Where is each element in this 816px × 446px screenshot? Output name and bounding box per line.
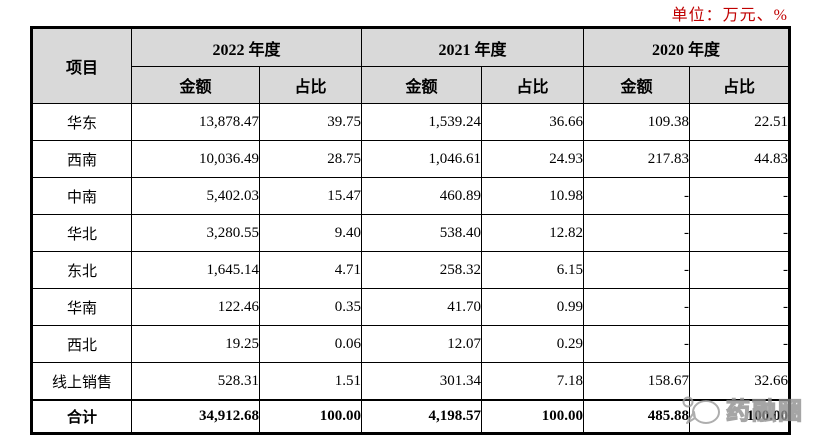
cell-ratio: 10.98	[481, 177, 585, 215]
cell-amount: 41.70	[361, 288, 483, 326]
cell-ratio: 36.66	[481, 103, 585, 141]
cell-amount: -	[583, 288, 691, 326]
cell-ratio: 1.51	[258, 362, 363, 401]
table-row: 西北 19.25 0.06 12.07 0.29- -	[31, 325, 791, 363]
cell-ratio: 32.66	[689, 362, 791, 401]
year-header-2021: 2021 年度	[361, 27, 585, 67]
cell-amount: -	[583, 177, 691, 215]
subheader-2022-amount: 金额	[131, 66, 260, 104]
cell-ratio: 22.51	[689, 103, 791, 141]
cell-amount: 301.34	[361, 362, 483, 401]
cell-amount: 13,878.47	[131, 103, 260, 141]
cell-amount: -	[583, 251, 691, 289]
subheader-2020-amount: 金额	[583, 66, 691, 104]
subheader-2021-ratio: 占比	[481, 66, 585, 104]
cell-ratio: 0.06	[258, 325, 363, 363]
cell-amount: 1,645.14	[131, 251, 260, 289]
cell-amount: 34,912.68	[131, 399, 260, 434]
cell-ratio: -	[689, 214, 791, 252]
subheader-2021-amount: 金额	[361, 66, 483, 104]
row-label: 西北	[31, 325, 132, 363]
table-row: 华北 3,280.55 9.40 538.40 12.82- -	[31, 214, 791, 252]
header-sub-row: 金额 占比 金额 占比 金额 占比	[32, 66, 791, 104]
cell-amount: 1,046.61	[361, 140, 483, 178]
revenue-by-region-table: 项目 2022 年度 2021 年度 2020 年度 金额 占比 金额 占比 金…	[30, 26, 792, 435]
cell-amount: 12.07	[361, 325, 483, 363]
total-row: 合计 34,912.68 100.00 4,198.57 100.00 485.88 100…	[31, 399, 791, 434]
cell-ratio: 100.00	[481, 399, 585, 434]
table-row: 华东 13,878.47 39.75 1,539.24 36.66 109.38 22.51	[31, 103, 791, 141]
cell-ratio: 7.18	[481, 362, 585, 401]
table-row: 线上销售 528.31 1.51 301.34 7.18 158.67 32.66	[31, 362, 791, 401]
cell-ratio: 28.75	[258, 140, 363, 178]
cell-amount: 217.83	[583, 140, 691, 178]
cell-ratio: 100.00	[258, 399, 363, 434]
cell-amount: 1,539.24	[361, 103, 483, 141]
cell-ratio: 12.82	[481, 214, 585, 252]
row-label: 西南	[31, 140, 132, 178]
cell-amount: 258.32	[361, 251, 483, 289]
cell-ratio: 6.15	[481, 251, 585, 289]
year-header-2022: 2022 年度	[130, 27, 363, 67]
cell-amount: 10,036.49	[131, 140, 260, 178]
cell-ratio: 0.29	[481, 325, 585, 363]
cell-ratio: 39.75	[258, 103, 363, 141]
cell-amount: 485.88	[583, 399, 691, 434]
row-label: 华东	[31, 103, 132, 141]
cell-ratio: -	[689, 325, 791, 363]
table-row: 中南 5,402.03 15.47 460.89 10.98- -	[31, 177, 791, 215]
col-header-item: 项目	[31, 27, 132, 104]
cell-amount: -	[583, 325, 691, 363]
cell-amount: 460.89	[361, 177, 483, 215]
cell-amount: 122.46	[131, 288, 260, 326]
year-header-2020: 2020 年度	[583, 27, 791, 67]
cell-amount: 538.40	[361, 214, 483, 252]
cell-ratio: 24.93	[481, 140, 585, 178]
row-label: 线上销售	[31, 362, 132, 401]
cell-ratio: -	[689, 177, 791, 215]
cell-amount: 19.25	[131, 325, 260, 363]
table-row: 东北 1,645.14 4.71 258.32 6.15- -	[31, 251, 791, 289]
cell-amount: 5,402.03	[131, 177, 260, 215]
cell-amount: 4,198.57	[361, 399, 483, 434]
cell-ratio: 9.40	[258, 214, 363, 252]
cell-ratio: 4.71	[258, 251, 363, 289]
row-label: 合计	[31, 399, 132, 434]
cell-ratio: 44.83	[689, 140, 791, 178]
subheader-2022-ratio: 占比	[258, 66, 363, 104]
cell-amount: 3,280.55	[131, 214, 260, 252]
header-year-row: 项目 2022 年度 2021 年度 2020 年度	[31, 27, 791, 104]
cell-ratio: 100.00	[689, 399, 791, 434]
cell-ratio: -	[689, 288, 791, 326]
row-label: 中南	[31, 177, 132, 215]
cell-ratio: 0.35	[258, 288, 363, 326]
cell-ratio: 15.47	[258, 177, 363, 215]
cell-amount: 528.31	[131, 362, 260, 401]
table-row: 西南 10,036.49 28.75 1,046.61 24.93 217.83 44.83	[31, 140, 791, 178]
row-label: 华南	[31, 288, 132, 326]
cell-amount: -	[583, 214, 691, 252]
row-label: 东北	[31, 251, 132, 289]
cell-amount: 109.38	[583, 103, 691, 141]
table-row: 华南 122.46 0.35 41.70 0.99- -	[31, 288, 791, 326]
unit-label: 单位：万元、%	[671, 7, 788, 24]
subheader-2020-ratio: 占比	[689, 66, 791, 104]
cell-ratio: -	[689, 251, 791, 289]
cell-ratio: 0.99	[481, 288, 585, 326]
row-label: 华北	[31, 214, 132, 252]
cell-amount: 158.67	[583, 362, 691, 401]
